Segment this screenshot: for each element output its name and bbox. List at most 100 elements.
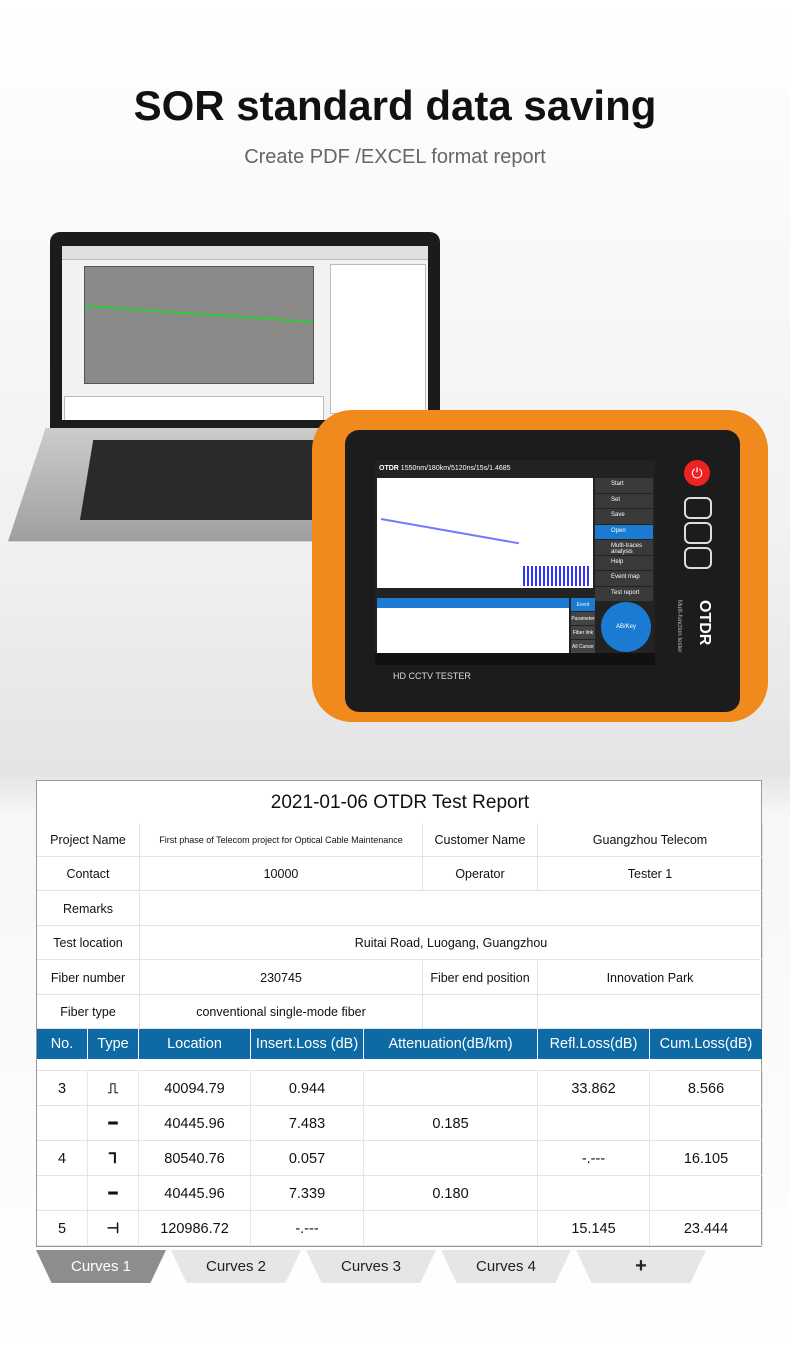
table-cell-insert: 7.483 xyxy=(251,1106,364,1141)
table-cell-cum: 16.105 xyxy=(650,1141,763,1176)
trace-line xyxy=(85,305,313,323)
menu-item-open[interactable]: Open xyxy=(595,524,653,539)
table-cell-location: 120986.72 xyxy=(139,1211,251,1246)
tab-curves-4[interactable]: Curves 4 xyxy=(441,1250,571,1283)
laptop-info-panel xyxy=(330,264,426,414)
menu-item-multi-traces-analysis[interactable]: Multi-traces analysis xyxy=(595,540,653,555)
event-tabs: Event Parameter Fiber link All Cursor xyxy=(571,598,595,654)
row-divider xyxy=(37,1105,763,1106)
fiber-end-value: Innovation Park xyxy=(538,961,763,995)
dpad[interactable]: AB/Key xyxy=(601,602,651,652)
table-cell-refl: 33.862 xyxy=(538,1071,650,1106)
event-tab-parameter[interactable]: Parameter xyxy=(571,612,595,625)
table-cell-refl: 15.145 xyxy=(538,1211,650,1246)
fiber-end-icon: ⊣ xyxy=(88,1211,139,1246)
fiber-section-icon: ━ xyxy=(88,1176,139,1211)
table-cell-insert: 7.339 xyxy=(251,1176,364,1211)
page-subtitle: Create PDF /EXCEL format report xyxy=(244,146,546,168)
table-cell-refl: -.--- xyxy=(538,1141,650,1176)
table-cell-cum: 23.444 xyxy=(650,1211,763,1246)
trace-plot xyxy=(377,478,593,588)
tab-curves-1[interactable]: Curves 1 xyxy=(36,1250,166,1283)
fiber-section-icon: ━ xyxy=(88,1106,139,1141)
fiber-number-label: Fiber number xyxy=(37,961,140,995)
table-cell-no: 4 xyxy=(37,1141,88,1176)
empty-cell xyxy=(423,995,538,1029)
page-title: SOR standard data saving xyxy=(133,82,657,129)
menu-button[interactable] xyxy=(684,522,712,544)
reflective-event-icon: ⎍ xyxy=(88,1071,139,1106)
table-cell-atten xyxy=(364,1211,538,1246)
android-nav-bar[interactable] xyxy=(375,653,655,665)
table-cell-refl xyxy=(538,1176,650,1211)
event-table xyxy=(377,608,569,654)
menu-item-test-report[interactable]: Test report xyxy=(595,586,653,601)
screen-header: OTDR 1550nm/180km/5120ns/15s/1.4685 xyxy=(375,463,655,477)
model-label: HD CCTV TESTER xyxy=(393,671,471,681)
event-tab-event[interactable]: Event xyxy=(571,598,595,611)
laptop-toolbar xyxy=(62,246,428,260)
menu-item-start[interactable]: Start xyxy=(595,478,653,493)
column-header: Location xyxy=(139,1029,251,1059)
table-cell-insert: 0.944 xyxy=(251,1071,364,1106)
column-header: Insert.Loss (dB) xyxy=(251,1029,364,1059)
laptop-trace-plot xyxy=(84,266,314,384)
menu-item-save[interactable]: Save xyxy=(595,509,653,524)
tab-add[interactable]: + xyxy=(576,1250,706,1283)
operator-value: Tester 1 xyxy=(538,857,763,891)
contact-label: Contact xyxy=(37,857,140,891)
column-header: Type xyxy=(88,1029,139,1059)
table-cell-location: 80540.76 xyxy=(139,1141,251,1176)
table-cell-cum xyxy=(650,1176,763,1211)
side-menu: Start Set Save Open Multi-traces analysis Hel… xyxy=(595,478,653,602)
trace-params: 1550nm/180km/5120ns/15s/1.4685 xyxy=(400,465,511,472)
row-divider xyxy=(37,1070,763,1071)
report-title: 2021-01-06 OTDR Test Report xyxy=(270,792,530,813)
table-cell-atten: 0.185 xyxy=(364,1106,538,1141)
laptop-event-table xyxy=(64,396,324,420)
operator-label: Operator xyxy=(423,857,538,891)
column-header: Cum.Loss(dB) xyxy=(650,1029,763,1059)
column-header: No. xyxy=(37,1029,88,1059)
tab-curves-2[interactable]: Curves 2 xyxy=(171,1250,301,1283)
table-cell-atten: 0.180 xyxy=(364,1176,538,1211)
remarks-label: Remarks xyxy=(37,892,140,926)
table-cell-location: 40445.96 xyxy=(139,1176,251,1211)
table-cell-atten xyxy=(364,1141,538,1176)
column-header: Refl.Loss(dB) xyxy=(538,1029,650,1059)
trace-noise xyxy=(523,566,589,586)
project-name-label: Project Name xyxy=(37,823,140,857)
back-button[interactable] xyxy=(684,547,712,569)
trace-line xyxy=(380,518,520,545)
brand-sub-label: Multi-function tester xyxy=(676,600,682,653)
customer-name-label: Customer Name xyxy=(423,823,538,857)
table-cell-atten xyxy=(364,1071,538,1106)
row-divider xyxy=(37,1245,763,1246)
empty-cell xyxy=(538,995,763,1029)
event-tab-all-cursor[interactable]: All Cursor xyxy=(571,640,595,653)
laptop-screen xyxy=(62,246,428,420)
row-divider xyxy=(37,1210,763,1211)
home-button[interactable] xyxy=(684,497,712,519)
laptop xyxy=(50,232,440,428)
menu-item-event-map[interactable]: Event map xyxy=(595,571,653,586)
row-divider xyxy=(37,1140,763,1141)
power-button[interactable]: ⏻ xyxy=(684,460,710,486)
test-location-value: Ruitai Road, Luogang, Guangzhou xyxy=(140,926,763,960)
menu-item-set[interactable]: Set xyxy=(595,493,653,508)
brand-label: OTDR xyxy=(696,600,713,646)
table-cell-cum: 8.566 xyxy=(650,1071,763,1106)
device-screen: OTDR 1550nm/180km/5120ns/15s/1.4685 Star… xyxy=(375,460,655,665)
event-tab-fiber-link[interactable]: Fiber link xyxy=(571,626,595,639)
table-cell-location: 40445.96 xyxy=(139,1106,251,1141)
app-label: OTDR xyxy=(379,465,399,472)
tab-curves-3[interactable]: Curves 3 xyxy=(306,1250,436,1283)
project-name-value: First phase of Telecom project for Optic… xyxy=(140,823,423,857)
test-location-label: Test location xyxy=(37,926,140,960)
customer-name-value: Guangzhou Telecom xyxy=(538,823,763,857)
menu-item-help[interactable]: Help xyxy=(595,555,653,570)
event-table-header: No. Type Location Insert.Loss (dB) Attenuati… xyxy=(37,1029,763,1059)
table-cell-refl xyxy=(538,1106,650,1141)
row-divider xyxy=(37,1175,763,1176)
table-cell-insert: 0.057 xyxy=(251,1141,364,1176)
